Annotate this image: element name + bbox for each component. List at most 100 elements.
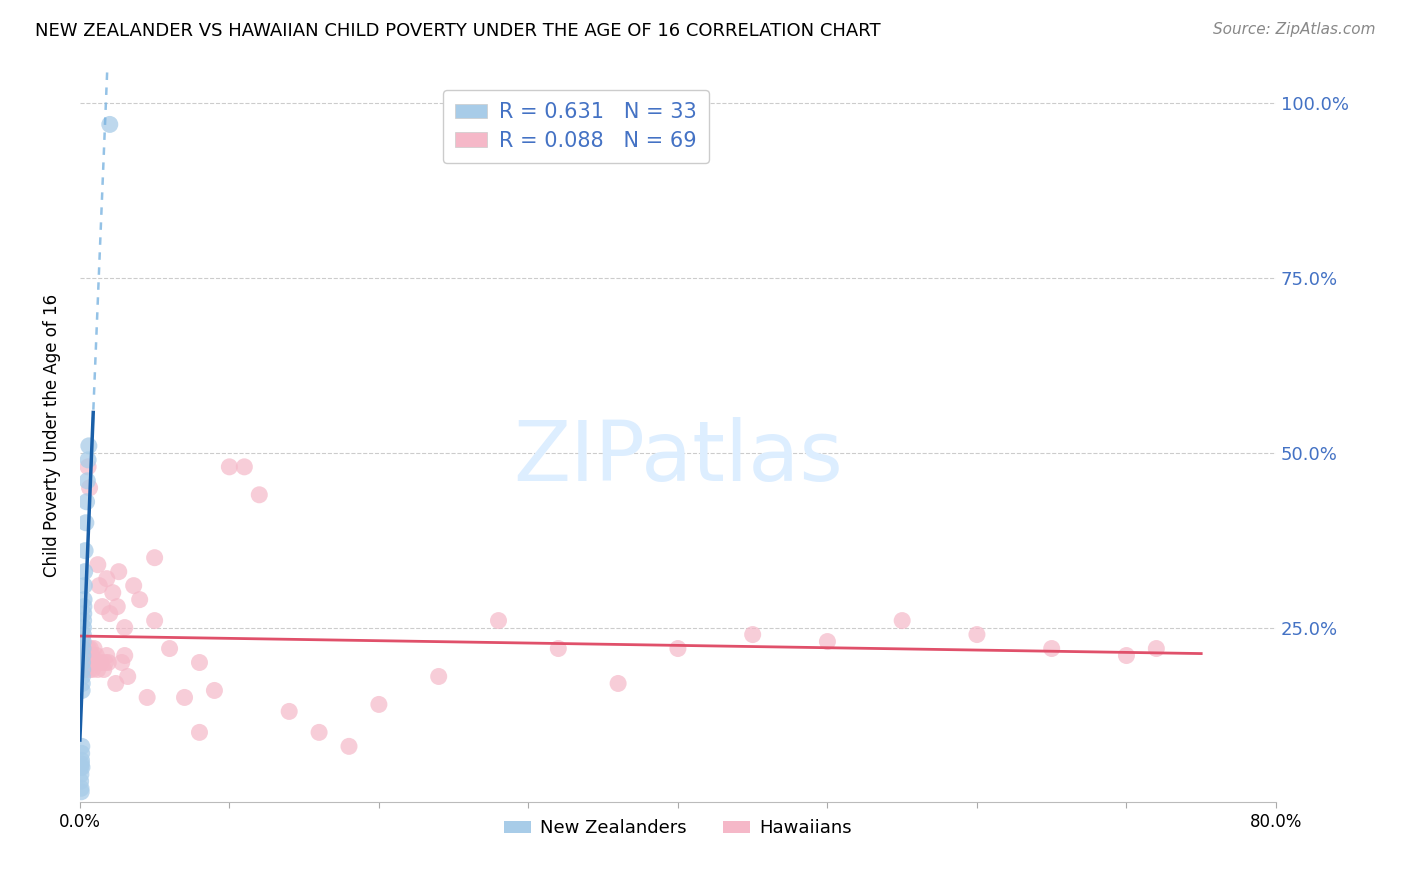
Point [83, 656, 105, 670]
Point [72, 648, 94, 663]
Point [128, 592, 150, 607]
Point [79, 663, 101, 677]
Point [105, 599, 128, 614]
Point [122, 579, 145, 593]
Point [72, 656, 94, 670]
Point [70, 683, 93, 698]
Point [136, 690, 159, 705]
Point [77, 439, 100, 453]
Point [114, 621, 136, 635]
Point [188, 656, 211, 670]
Point [80, 656, 103, 670]
Point [72, 663, 94, 677]
Point [72, 614, 94, 628]
Point [75, 543, 97, 558]
Point [1144, 641, 1167, 656]
Point [70, 756, 93, 771]
Point [337, 739, 360, 754]
Point [70, 747, 93, 761]
Point [114, 648, 136, 663]
Point [94, 656, 117, 670]
Point [1115, 648, 1137, 663]
Point [77, 641, 100, 656]
Point [73, 592, 96, 607]
Point [72, 634, 94, 648]
Point [73, 607, 96, 621]
Point [73, 579, 96, 593]
Legend: New Zealanders, Hawaiians: New Zealanders, Hawaiians [496, 812, 859, 845]
Point [278, 705, 301, 719]
Point [96, 648, 118, 663]
Point [70, 656, 93, 670]
Point [70, 767, 93, 781]
Point [89, 579, 111, 593]
Point [87, 558, 110, 572]
Point [218, 459, 240, 474]
Point [70, 753, 93, 767]
Point [77, 453, 100, 467]
Point [87, 663, 110, 677]
Point [82, 663, 104, 677]
Point [966, 627, 988, 641]
Point [76, 648, 98, 663]
Point [79, 641, 101, 656]
Point [204, 683, 226, 698]
Point [72, 676, 94, 690]
Point [101, 585, 124, 599]
Point [367, 698, 389, 712]
Point [104, 676, 127, 690]
Point [72, 669, 94, 683]
Point [69, 760, 91, 774]
Point [98, 607, 121, 621]
Point [86, 648, 108, 663]
Point [70, 781, 93, 796]
Point [90, 656, 112, 670]
Point [73, 648, 96, 663]
Point [815, 634, 838, 648]
Point [70, 739, 93, 754]
Point [233, 459, 256, 474]
Point [76, 495, 98, 509]
Point [70, 785, 93, 799]
Point [607, 676, 630, 690]
Point [891, 614, 914, 628]
Point [72, 641, 94, 656]
Point [96, 572, 118, 586]
Point [83, 641, 105, 656]
Point [143, 614, 166, 628]
Point [488, 614, 510, 628]
Point [77, 459, 100, 474]
Point [76, 474, 98, 488]
Point [107, 565, 129, 579]
Text: NEW ZEALANDER VS HAWAIIAN CHILD POVERTY UNDER THE AGE OF 16 CORRELATION CHART: NEW ZEALANDER VS HAWAIIAN CHILD POVERTY … [35, 22, 880, 40]
Point [82, 656, 104, 670]
Point [159, 641, 181, 656]
Point [72, 641, 94, 656]
Point [73, 565, 96, 579]
Point [73, 599, 96, 614]
Point [72, 621, 94, 635]
Point [247, 488, 270, 502]
Text: Source: ZipAtlas.com: Source: ZipAtlas.com [1212, 22, 1375, 37]
Point [173, 690, 195, 705]
Point [91, 599, 114, 614]
Point [75, 656, 97, 670]
Point [308, 725, 330, 739]
Text: ZIPatlas: ZIPatlas [513, 417, 842, 498]
Point [1040, 641, 1063, 656]
Point [117, 669, 139, 683]
Point [69, 774, 91, 789]
Point [79, 481, 101, 495]
Point [75, 516, 97, 530]
Point [111, 656, 134, 670]
Point [76, 656, 98, 670]
Point [427, 669, 450, 683]
Y-axis label: Child Poverty Under the Age of 16: Child Poverty Under the Age of 16 [44, 293, 60, 577]
Point [97, 656, 120, 670]
Point [143, 550, 166, 565]
Point [93, 663, 115, 677]
Point [80, 648, 103, 663]
Point [72, 627, 94, 641]
Point [741, 627, 763, 641]
Point [188, 725, 211, 739]
